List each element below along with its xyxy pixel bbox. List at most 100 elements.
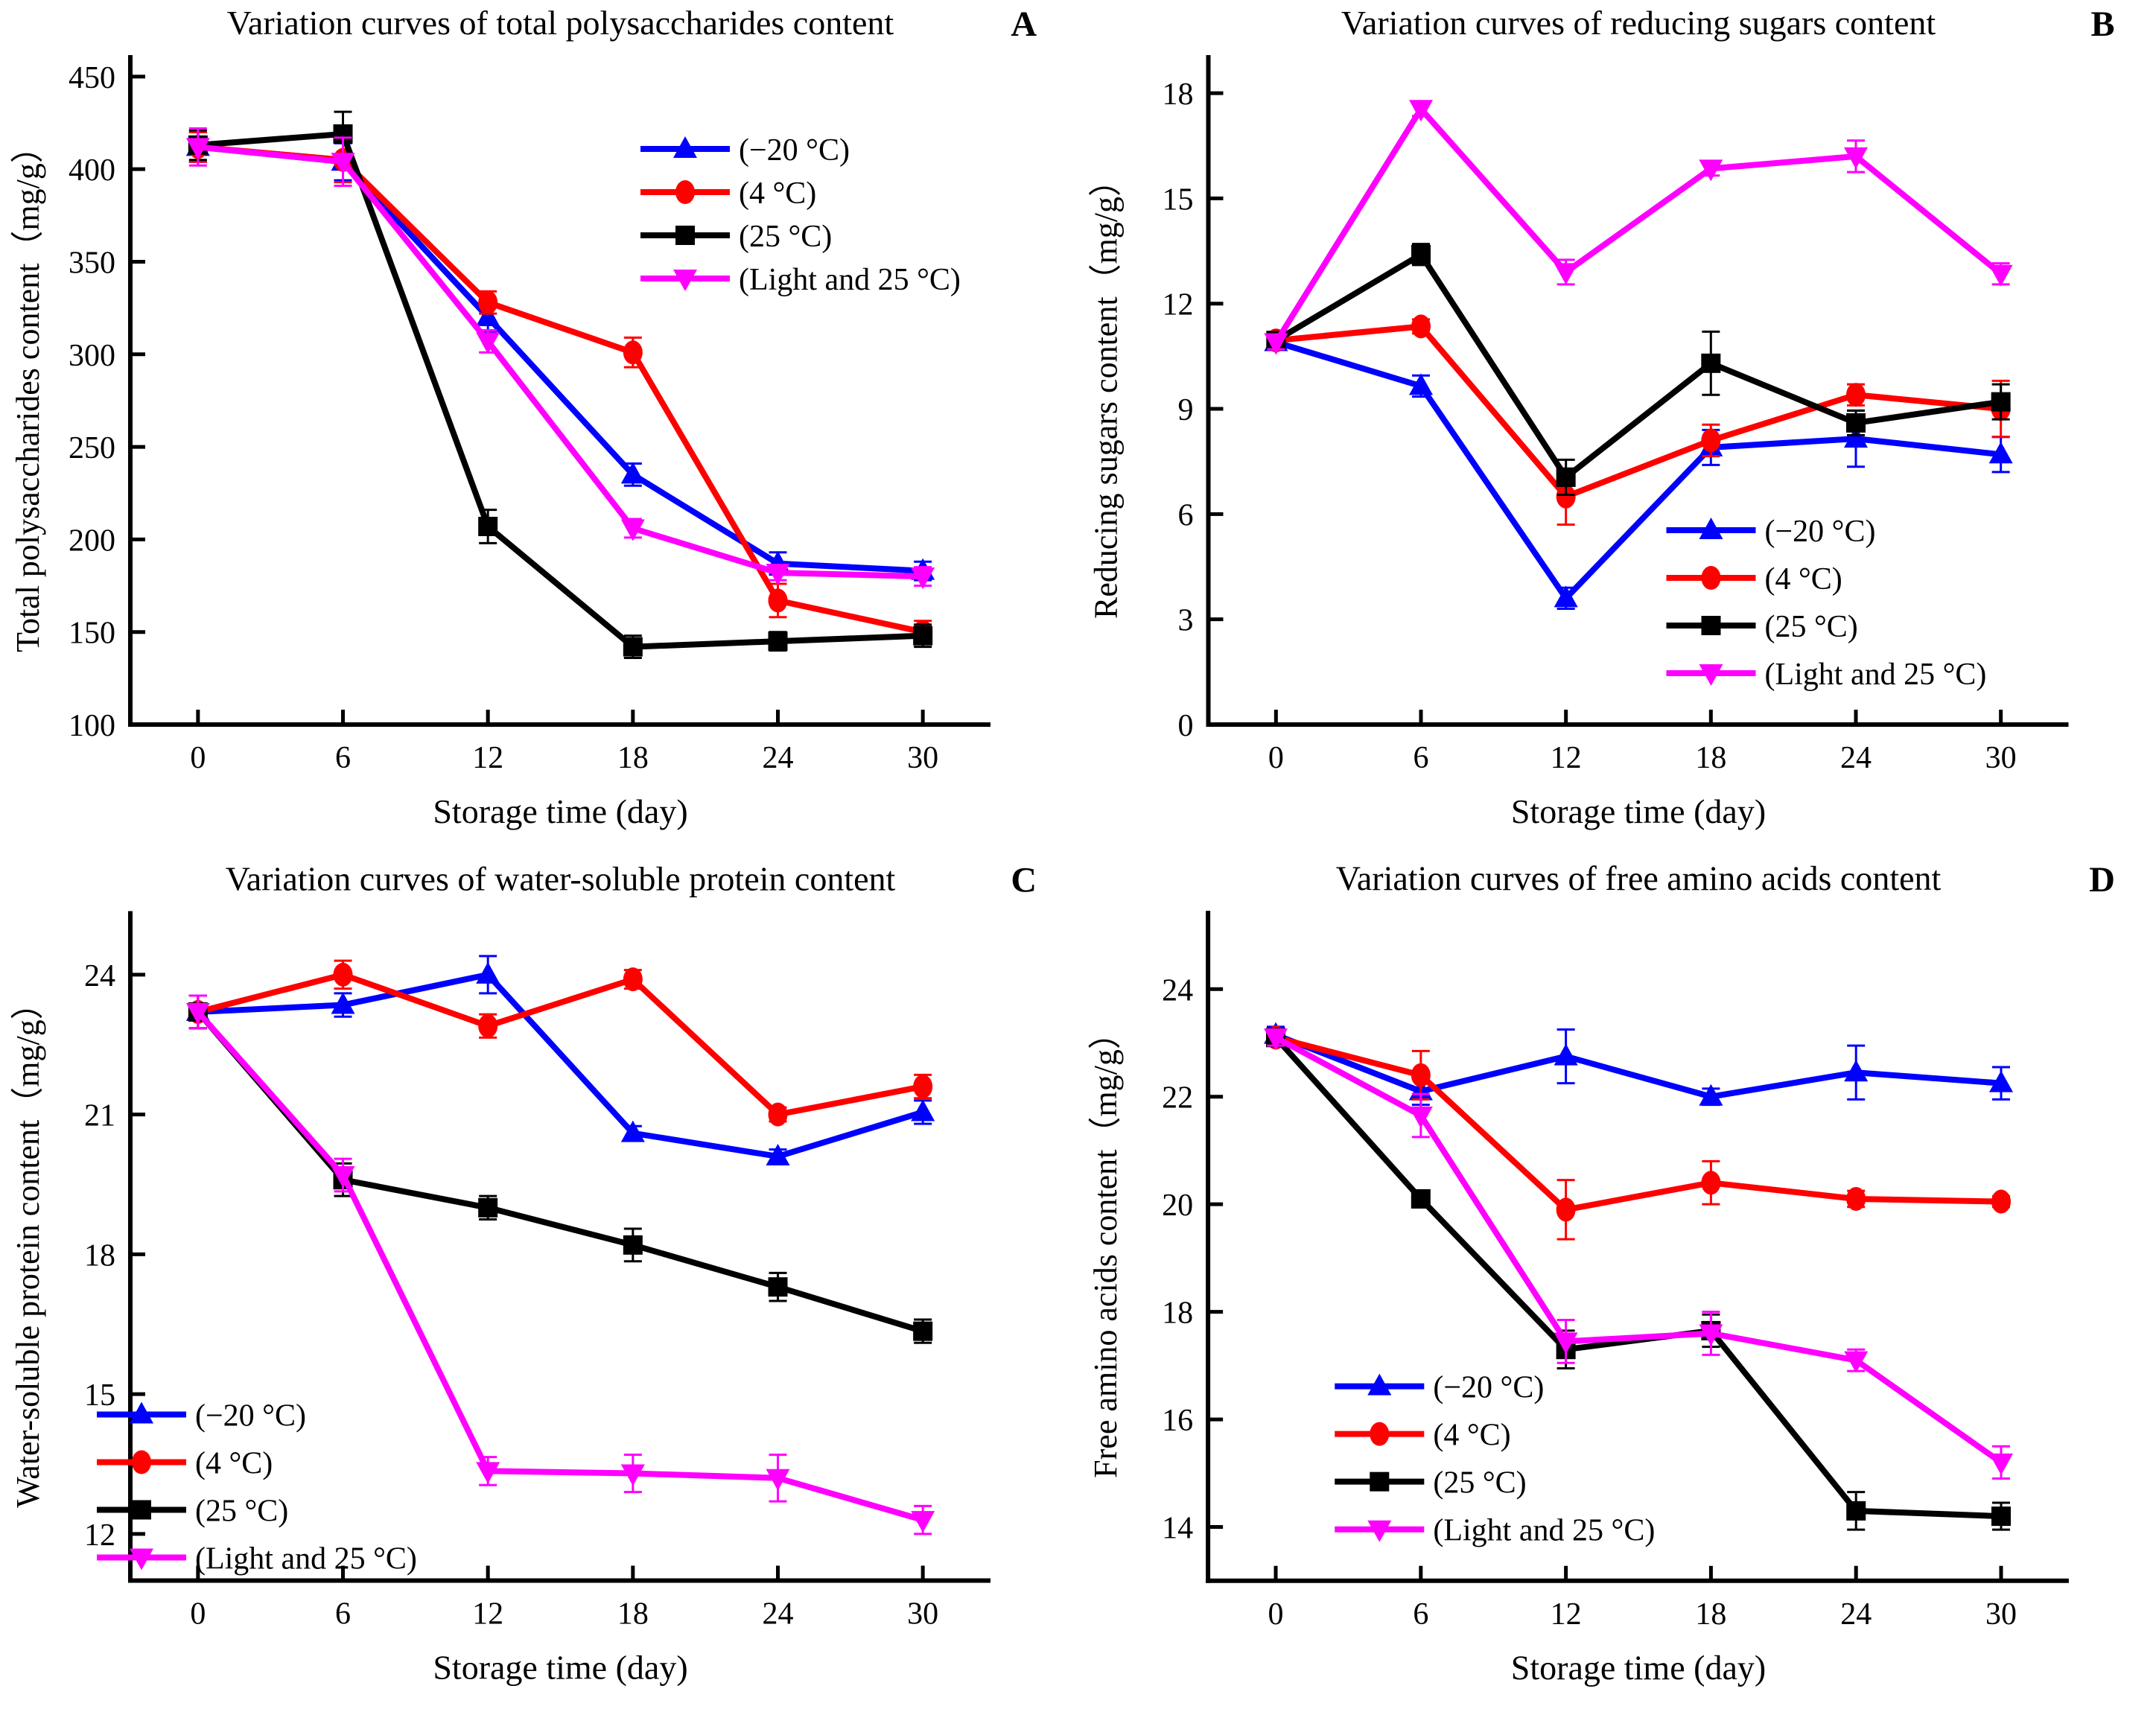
data-point-marker xyxy=(913,1321,933,1341)
y-tick-label: 6 xyxy=(1178,498,1194,532)
y-tick-label: 250 xyxy=(69,431,115,465)
x-tick-label: 6 xyxy=(1414,741,1429,775)
panel-a: Variation curves of total polysaccharide… xyxy=(0,0,1078,856)
legend-marker xyxy=(1701,566,1721,590)
data-point-marker xyxy=(476,305,500,327)
series-3 xyxy=(1264,1028,2014,1480)
y-axis-label: Reducing sugars content（mg/g） xyxy=(1088,164,1125,619)
series-line xyxy=(194,144,926,580)
panel-letter: C xyxy=(1011,861,1037,900)
data-point-marker xyxy=(331,1165,355,1188)
data-point-marker xyxy=(1699,159,1723,182)
data-point-marker xyxy=(1989,1453,2014,1475)
x-tick-label: 12 xyxy=(472,741,503,775)
data-point-marker xyxy=(1701,428,1721,453)
series-2 xyxy=(1266,1028,2012,1531)
series-line xyxy=(1273,323,2004,500)
legend-marker xyxy=(675,180,695,204)
series-2 xyxy=(188,994,933,1344)
legend-item: (4 °C) xyxy=(1666,562,1842,596)
data-point-marker xyxy=(1701,1171,1721,1195)
series-line xyxy=(194,971,926,1118)
legend-label: (Light and 25 °C) xyxy=(1433,1514,1655,1548)
legend-item: (25 °C) xyxy=(1666,610,1858,644)
legend-label: (25 °C) xyxy=(739,220,832,254)
legend-label: (−20 °C) xyxy=(739,133,850,168)
x-tick-label: 12 xyxy=(472,1597,503,1632)
legend-marker xyxy=(1370,1422,1390,1446)
x-tick-label: 18 xyxy=(1695,1597,1726,1632)
y-tick-label: 20 xyxy=(1162,1188,1193,1223)
data-point-marker xyxy=(1701,353,1721,373)
data-point-marker xyxy=(620,462,645,484)
panel-d-chart: Variation curves of free amino acids con… xyxy=(1087,859,2115,1687)
series-line xyxy=(194,1008,926,1524)
series-3 xyxy=(1264,100,2013,355)
data-point-marker xyxy=(185,138,210,160)
legend-label: (−20 °C) xyxy=(1765,515,1876,549)
y-tick-label: 24 xyxy=(84,959,115,993)
legend-marker xyxy=(1370,1471,1390,1492)
legend-item: (25 °C) xyxy=(640,220,832,254)
data-point-marker xyxy=(333,962,353,987)
data-point-marker xyxy=(478,1013,498,1038)
x-tick-label: 12 xyxy=(1551,741,1582,775)
data-point-marker xyxy=(911,1511,935,1533)
data-point-marker xyxy=(1556,467,1576,487)
series-3 xyxy=(185,994,935,1536)
data-point-marker xyxy=(1409,100,1434,122)
data-point-marker xyxy=(1264,333,1288,355)
legend-item: (−20 °C) xyxy=(97,1399,306,1433)
legend-marker xyxy=(1701,616,1721,635)
series-line xyxy=(1273,1031,2005,1100)
data-point-marker xyxy=(1846,1501,1866,1521)
series-line xyxy=(1273,251,2004,480)
legend-label: (4 °C) xyxy=(739,176,816,211)
data-point-marker xyxy=(620,1120,645,1142)
x-tick-label: 30 xyxy=(907,1597,938,1632)
y-tick-label: 24 xyxy=(1162,973,1193,1008)
series-line xyxy=(1273,339,2004,602)
legend-label: (4 °C) xyxy=(195,1447,273,1481)
data-point-marker xyxy=(620,1464,645,1486)
x-axis-label: Storage time (day) xyxy=(433,792,687,830)
legend-marker xyxy=(132,1500,151,1520)
data-point-marker xyxy=(1844,1060,1869,1082)
panel-letter: A xyxy=(1011,4,1037,44)
y-tick-label: 9 xyxy=(1178,393,1194,427)
y-tick-label: 22 xyxy=(1162,1081,1193,1116)
x-tick-label: 0 xyxy=(190,1597,206,1632)
legend-label: (4 °C) xyxy=(1433,1419,1510,1453)
y-tick-label: 15 xyxy=(1163,182,1194,217)
y-tick-label: 100 xyxy=(69,709,115,743)
series-line xyxy=(1273,1034,2005,1520)
x-axis-label: Storage time (day) xyxy=(433,1649,687,1687)
legend-label: (−20 °C) xyxy=(195,1399,306,1433)
legend-item: (4 °C) xyxy=(640,176,816,211)
x-tick-label: 24 xyxy=(762,1597,793,1632)
legend-item: (Light and 25 °C) xyxy=(97,1542,417,1576)
data-point-marker xyxy=(623,340,643,365)
y-tick-label: 350 xyxy=(69,246,115,280)
data-point-marker xyxy=(620,519,645,541)
panel-letter: B xyxy=(2090,4,2114,44)
x-tick-label: 18 xyxy=(617,1597,649,1632)
series-line xyxy=(1273,106,2004,346)
x-tick-label: 12 xyxy=(1551,1597,1582,1632)
chart-title: Variation curves of total polysaccharide… xyxy=(227,4,894,42)
data-point-marker xyxy=(1991,1506,2012,1527)
legend-label: (−20 °C) xyxy=(1433,1371,1544,1405)
y-tick-label: 21 xyxy=(84,1099,115,1133)
data-point-marker xyxy=(768,1102,788,1127)
legend-label: (Light and 25 °C) xyxy=(195,1542,417,1576)
data-point-marker xyxy=(185,1002,210,1025)
y-tick-label: 450 xyxy=(69,61,115,95)
x-tick-label: 6 xyxy=(335,1597,351,1632)
x-axis-label: Storage time (day) xyxy=(1511,1649,1766,1687)
y-tick-label: 18 xyxy=(1163,77,1194,112)
series-1 xyxy=(188,959,933,1127)
data-point-marker xyxy=(476,332,500,354)
data-point-marker xyxy=(623,967,643,992)
data-point-marker xyxy=(476,961,500,984)
